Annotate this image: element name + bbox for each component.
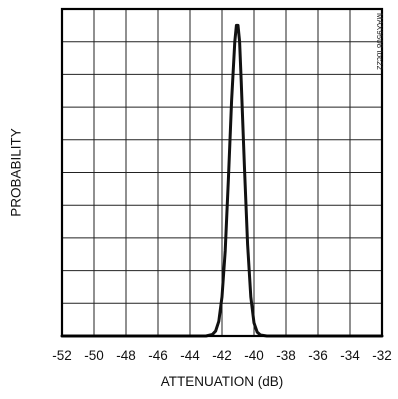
x-tick-label: -34 xyxy=(340,348,360,363)
x-tick-label: -42 xyxy=(212,348,232,363)
x-tick-label: -52 xyxy=(52,348,72,363)
x-tick-label: -44 xyxy=(180,348,200,363)
plot-frame xyxy=(60,7,384,338)
series-line xyxy=(60,23,384,338)
x-tick-label: -48 xyxy=(116,348,136,363)
x-tick-label: -38 xyxy=(276,348,296,363)
y-axis-label: PROBABILITY xyxy=(9,128,24,217)
x-tick-label: -36 xyxy=(308,348,328,363)
x-axis-label: ATTENUATION (dB) xyxy=(161,374,284,389)
x-tick-label: -50 xyxy=(84,348,104,363)
figure-id-watermark: MAX9508 toc22 xyxy=(375,13,384,70)
x-tick-label: -40 xyxy=(244,348,264,363)
x-tick-label: -46 xyxy=(148,348,168,363)
x-tick-labels: -52 -50 -48 -46 -44 -42 -40 -38 -36 -34 -32 xyxy=(52,348,392,363)
x-tick-label: -32 xyxy=(372,348,392,363)
